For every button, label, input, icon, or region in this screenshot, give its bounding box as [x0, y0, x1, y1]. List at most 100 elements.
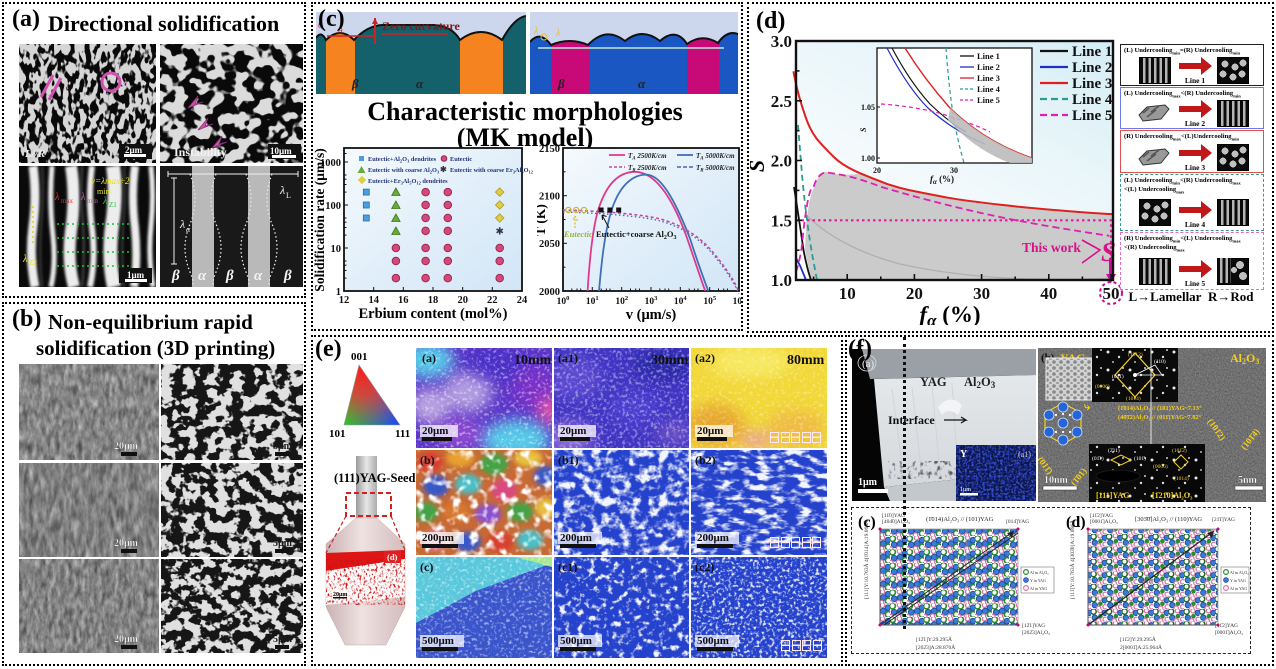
- svg-text:30: 30: [973, 284, 990, 303]
- svg-text:α: α: [198, 268, 207, 284]
- svg-text:(d): (d): [387, 552, 398, 562]
- svg-text:111: 111: [395, 428, 410, 440]
- svg-text:20: 20: [873, 166, 881, 175]
- svg-text:[111]Y:10.763Å 4[1̄014]A:19.06: [111]Y:10.763Å 4[1̄014]A:19.066Å: [862, 520, 870, 599]
- svg-text:Line 2: Line 2: [977, 62, 1000, 72]
- svg-text:(a1): (a1): [558, 351, 578, 365]
- svg-text:1000: 1000: [320, 158, 341, 169]
- svg-text:1μm: 1μm: [858, 477, 878, 488]
- svg-text:β: β: [351, 76, 359, 91]
- svg-text:(c): (c): [858, 514, 876, 531]
- svg-text:5nm: 5nm: [1238, 475, 1258, 486]
- svg-text:[1̄21̄0]Al₂O₃: [1̄21̄0]Al₂O₃: [1152, 491, 1193, 500]
- svg-text:✱: ✱: [496, 227, 504, 238]
- svg-text:(a): (a): [422, 351, 436, 365]
- svg-text:200μm: 200μm: [697, 532, 729, 544]
- svg-text:TR 5000K/cm: TR 5000K/cm: [696, 164, 735, 174]
- svg-text:Line 4: Line 4: [1072, 92, 1113, 108]
- svg-text:Eutectic: Eutectic: [450, 156, 472, 163]
- svg-text:500μm: 500μm: [560, 635, 592, 647]
- svg-text:λ: λ: [102, 196, 108, 207]
- svg-text:30: 30: [950, 166, 958, 175]
- svg-text:(c2): (c2): [695, 560, 714, 574]
- svg-text:Interface: Interface: [888, 413, 935, 427]
- svg-text:18: 18: [428, 295, 439, 306]
- svg-text:80mm: 80mm: [787, 353, 825, 368]
- svg-text:40: 40: [1040, 284, 1057, 303]
- svg-text:(b): (b): [420, 453, 435, 467]
- svg-text:[303̄0̄]Al₂O₃ // (110)YAG: [303̄0̄]Al₂O₃ // (110)YAG: [1135, 516, 1202, 523]
- svg-text:16: 16: [398, 295, 409, 306]
- svg-text:λ: λ: [279, 183, 285, 197]
- svg-text:S: S: [750, 160, 769, 172]
- svg-text:Zero curvature: Zero curvature: [382, 19, 461, 33]
- svg-text:103: 103: [645, 295, 659, 307]
- svg-text:λ: λ: [63, 80, 69, 92]
- svg-text:YAG: YAG: [920, 375, 947, 389]
- svg-text:2100: 2100: [539, 192, 560, 203]
- svg-text:20: 20: [906, 284, 923, 303]
- svg-text:1.0: 1.0: [771, 271, 792, 290]
- svg-text:Y in YAG: Y in YAG: [1030, 578, 1046, 583]
- svg-text:[12̄1]YAG: [12̄1]YAG: [1022, 623, 1045, 629]
- svg-text:Line 5: Line 5: [977, 95, 1000, 105]
- svg-text:24: 24: [517, 295, 528, 306]
- svg-text:101: 101: [329, 428, 346, 440]
- svg-text:Eutectic+Er3Al5O12 dendrites: Eutectic+Er3Al5O12 dendrites: [368, 178, 448, 186]
- svg-text:2°6.36°: 2°6.36°: [1140, 580, 1155, 585]
- svg-text:Line 3: Line 3: [1072, 76, 1112, 92]
- svg-text:λ: λ: [555, 28, 561, 39]
- svg-text:min: min: [97, 187, 109, 196]
- svg-text:2μm: 2μm: [125, 145, 143, 155]
- svg-text:fα (%): fα (%): [930, 174, 954, 186]
- svg-text:λ: λ: [22, 254, 28, 265]
- svg-text:(a): (a): [862, 358, 875, 370]
- svg-text:α: α: [254, 268, 263, 284]
- svg-text:2[0001̄]A:25.964Å: 2[0001̄]A:25.964Å: [1120, 643, 1162, 651]
- svg-text:(b1): (b1): [558, 453, 579, 467]
- svg-text:1: 1: [336, 287, 341, 298]
- svg-text:500μm: 500μm: [422, 635, 454, 647]
- svg-text:(0006): (0006): [1153, 463, 1168, 470]
- svg-text:200μm: 200μm: [422, 532, 454, 544]
- svg-text:α: α: [638, 76, 646, 91]
- svg-text:Z1: Z1: [109, 201, 117, 209]
- svg-text:Solidification rate (μm/s): Solidification rate (μm/s): [313, 148, 327, 291]
- svg-text:(40̄1̄2)Al₂O₃ // (011̄)YAG~7.0: (40̄1̄2)Al₂O₃ // (011̄)YAG~7.02°: [1118, 414, 1202, 421]
- svg-text:106: 106: [733, 295, 741, 307]
- svg-text:(d): (d): [1066, 514, 1086, 531]
- svg-text:102: 102: [615, 295, 628, 307]
- svg-text:L//R: L//R: [24, 148, 45, 160]
- svg-text:✱: ✱: [440, 165, 447, 174]
- svg-text:S: S: [859, 127, 868, 132]
- svg-text:λ: λ: [80, 192, 86, 203]
- svg-text:(2̄11): (2̄11): [1108, 447, 1120, 454]
- svg-text:2050: 2050: [539, 239, 560, 250]
- svg-text:[11̄2]YAG: [11̄2]YAG: [1215, 623, 1238, 629]
- svg-text:λ: λ: [122, 77, 128, 89]
- svg-text:[202̄3]Al₂O₃: [202̄3]Al₂O₃: [1022, 630, 1050, 636]
- svg-text:This work: This work: [1022, 240, 1081, 255]
- svg-text:2000: 2000: [539, 287, 560, 298]
- svg-text:β: β: [557, 76, 565, 91]
- svg-text:1μm: 1μm: [960, 487, 971, 493]
- svg-text:Line 2: Line 2: [1072, 60, 1112, 76]
- svg-text:500μm: 500μm: [697, 635, 729, 647]
- svg-text:105: 105: [703, 295, 717, 307]
- svg-text:[21̄1̄]YAG: [21̄1̄]YAG: [1212, 517, 1235, 523]
- svg-text:50: 50: [1103, 284, 1120, 303]
- svg-text:Al in Al₂O₃: Al in Al₂O₃: [1030, 570, 1049, 575]
- svg-text:Line 3: Line 3: [977, 73, 1000, 83]
- svg-text:Eutectic: Eutectic: [563, 229, 593, 239]
- svg-text:[111]YAG: [111]YAG: [1096, 491, 1130, 500]
- svg-text:TA 2500K/cm: TA 2500K/cm: [628, 152, 667, 162]
- svg-text:[404̄0]Al₂O₃: [404̄0]Al₂O₃: [882, 519, 910, 525]
- svg-text:20μm: 20μm: [114, 441, 139, 452]
- svg-text:(110): (110): [1154, 358, 1166, 365]
- svg-text:5μm: 5μm: [273, 538, 293, 549]
- svg-text:Line 4: Line 4: [977, 84, 1001, 94]
- svg-text:[0001̄]Al₂O₃: [0001̄]Al₂O₃: [1215, 630, 1243, 636]
- svg-text:Z2: Z2: [29, 259, 37, 267]
- svg-text:⤷: ⤷: [1084, 401, 1091, 413]
- svg-text:1μm: 1μm: [127, 270, 145, 280]
